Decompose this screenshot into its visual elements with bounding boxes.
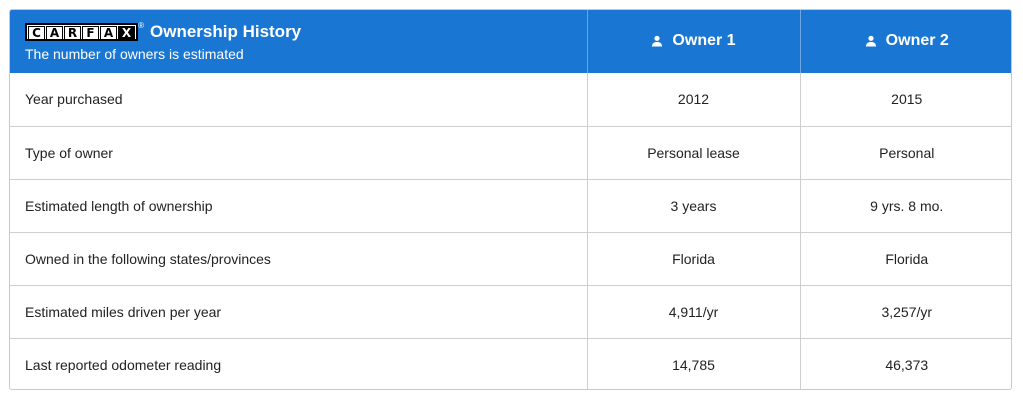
logo-letter: A [100,25,117,40]
registered-mark: ® [138,20,144,30]
cell-value: 46,373 [799,337,1011,389]
person-icon [865,35,876,46]
table-row: Type of owner Personal lease Personal [10,125,1011,179]
page-subtitle: The number of owners is estimated [25,45,244,62]
cell-value: 3,257/yr [799,284,1011,338]
ownership-history-table: C A R F A X ® Ownership History The numb… [10,10,1011,389]
logo-letter: R [64,25,81,40]
page-title: Ownership History [150,21,302,41]
owner-label: Owner 2 [885,31,949,49]
row-label: Owned in the following states/provinces [10,231,587,285]
cell-value: 2012 [586,73,800,126]
cell-value: Personal lease [586,125,800,179]
row-label: Type of owner [10,125,587,179]
logo-letter: C [28,25,45,40]
cell-value: 3 years [586,178,800,232]
carfax-logo: C A R F A X ® [25,21,144,41]
table-row: Estimated length of ownership 3 years 9 … [10,178,1011,232]
person-icon [652,35,663,46]
row-label: Last reported odometer reading [10,337,587,389]
ownership-history-card: C A R F A X ® Ownership History The numb… [9,9,1012,390]
owner-column-header: Owner 2 [799,10,1011,73]
cell-value: 4,911/yr [586,284,800,338]
owner-label: Owner 1 [672,31,736,49]
cell-value: 2015 [799,73,1011,126]
table-row: Estimated miles driven per year 4,911/yr… [10,284,1011,338]
cell-value: Personal [799,125,1011,179]
row-label: Year purchased [25,91,123,108]
cell-value: 9 yrs. 8 mo. [799,178,1011,232]
cell-value: 14,785 [586,337,800,389]
row-label: Estimated miles driven per year [10,284,587,338]
logo-letter: F [82,25,99,40]
table-header-row: C A R F A X ® Ownership History The numb… [10,10,1011,73]
cell-value: Florida [586,231,800,285]
row-label: Estimated length of ownership [10,178,587,232]
table-row: Year purchased 2012 2015 [10,73,1011,126]
logo-letter: A [46,25,63,40]
owner-column-header: Owner 1 [586,10,800,73]
cell-value: Florida [799,231,1011,285]
table-row: Owned in the following states/provinces … [10,231,1011,285]
table-row: Last reported odometer reading 14,785 46… [10,337,1011,389]
header-title-cell: C A R F A X ® Ownership History The numb… [10,10,587,73]
logo-letter: X [118,25,135,40]
